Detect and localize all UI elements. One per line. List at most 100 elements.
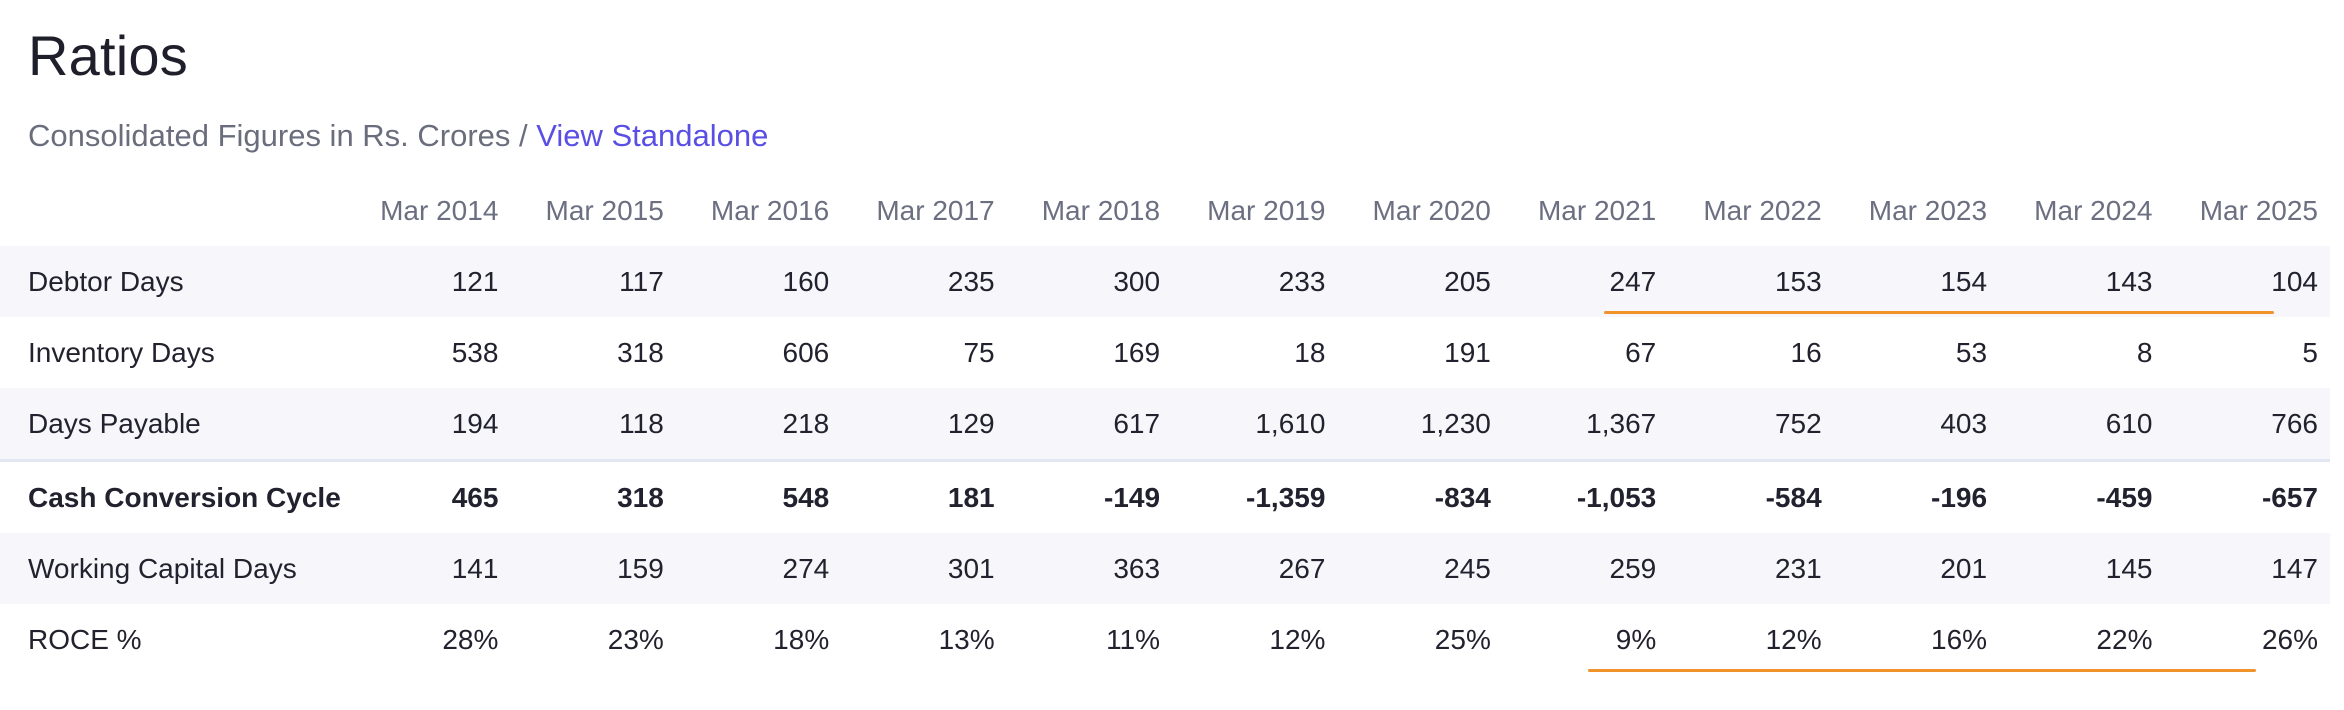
table-cell: 75 [963, 336, 995, 368]
row-label: Working Capital Days [0, 533, 345, 604]
column-header[interactable]: Mar 2015 [545, 195, 664, 226]
table-cell: 67 [1625, 336, 1657, 368]
table-cell: 766 [2164, 388, 2330, 461]
table-row-roce[interactable]: ROCE % 28% 23% 18% 13% 11% 12% 25% 9% 12… [0, 604, 2330, 675]
table-cell: 205 [1337, 246, 1503, 317]
table-cell: 465 [345, 459, 511, 533]
table-cell: 1,367 [1502, 388, 1669, 461]
table-cell: 8 [2136, 336, 2153, 368]
table-cell: 118 [510, 388, 676, 461]
column-header[interactable]: Mar 2016 [710, 195, 830, 226]
page-title: Ratios [28, 24, 188, 87]
table-row-cash-conversion-cycle[interactable]: Cash Conversion Cycle 465 318 548 181 -1… [0, 459, 2330, 533]
table-cell: 169 [1113, 336, 1161, 368]
table-cell: 104 [2164, 246, 2330, 317]
table-cell: -196 [1833, 459, 2000, 533]
table-cell: 1,230 [1337, 388, 1503, 461]
table-cell: 145 [1999, 533, 2165, 604]
table-row-inventory-days[interactable]: Inventory Days 538 318 606 75 169 18 191… [0, 317, 2330, 388]
column-header[interactable]: Mar 2019 [1207, 195, 1326, 226]
column-header[interactable]: Mar 2020 [1372, 195, 1491, 226]
table-cell: 752 [1668, 388, 1834, 461]
table-cell: 318 [617, 336, 664, 368]
table-cell: -459 [1999, 459, 2165, 533]
column-header[interactable]: Mar 2017 [876, 195, 995, 226]
table-cell: -657 [2164, 459, 2330, 533]
table-cell: 13% [938, 623, 995, 655]
table-row-debtor-days[interactable]: Debtor Days 121 117 160 235 300 233 205 … [0, 246, 2330, 317]
table-cell: 606 [782, 336, 830, 368]
table-cell: 191 [1444, 336, 1491, 368]
column-header[interactable]: Mar 2014 [380, 195, 499, 226]
table-cell: 267 [1172, 533, 1338, 604]
table-cell: 53 [1955, 336, 1988, 368]
table-cell: 218 [675, 388, 842, 461]
table-cell: 233 [1172, 246, 1338, 317]
table-cell: 12% [1269, 623, 1326, 655]
table-cell: 147 [2164, 533, 2330, 604]
table-cell: 9% [1615, 623, 1657, 655]
table-cell: 16% [1931, 623, 1988, 655]
table-cell: 18 [1294, 336, 1326, 368]
view-standalone-link[interactable]: View Standalone [536, 118, 769, 153]
table-cell: 143 [1999, 246, 2165, 317]
table-cell: 25% [1434, 623, 1491, 655]
table-cell: 617 [1006, 388, 1173, 461]
table-cell: 153 [1668, 246, 1834, 317]
table-cell: 160 [675, 246, 842, 317]
table-cell: 181 [841, 459, 1007, 533]
table-row-working-capital-days[interactable]: Working Capital Days 141 159 274 301 363… [0, 533, 2330, 604]
table-cell: -584 [1668, 459, 1834, 533]
column-header[interactable]: Mar 2022 [1703, 195, 1822, 226]
table-row-days-payable[interactable]: Days Payable 194 118 218 129 617 1,610 1… [0, 388, 2330, 461]
table-cell: 235 [841, 246, 1007, 317]
table-cell: 16 [1790, 336, 1822, 368]
subtitle-text: Consolidated Figures in Rs. Crores / [28, 118, 537, 153]
table-cell: 201 [1833, 533, 2000, 604]
table-cell: 117 [510, 246, 676, 317]
table-header-row: Mar 2014 Mar 2015 Mar 2016 Mar 2017 Mar … [0, 176, 2330, 246]
table-cell: 159 [510, 533, 676, 604]
column-header[interactable]: Mar 2025 [2199, 195, 2318, 226]
column-header[interactable]: Mar 2024 [2034, 195, 2153, 226]
row-label: ROCE % [28, 623, 142, 655]
table-cell: 18% [773, 623, 830, 655]
row-label: Inventory Days [28, 336, 215, 368]
table-cell: 301 [841, 533, 1007, 604]
table-cell: 154 [1833, 246, 2000, 317]
column-header[interactable]: Mar 2018 [1041, 195, 1161, 226]
table-cell: 610 [1999, 388, 2165, 461]
row-label: Debtor Days [0, 246, 345, 317]
table-cell: 5 [2302, 336, 2318, 368]
table-cell: 23% [607, 623, 664, 655]
row-label: Days Payable [0, 388, 345, 461]
table-cell: 26% [2261, 623, 2318, 655]
ratios-table: Mar 2014 Mar 2015 Mar 2016 Mar 2017 Mar … [0, 176, 2330, 675]
table-cell: 1,610 [1172, 388, 1338, 461]
table-cell: 12% [1765, 623, 1822, 655]
column-header[interactable]: Mar 2021 [1537, 195, 1657, 226]
table-cell: 318 [510, 459, 676, 533]
row-label: Cash Conversion Cycle [0, 459, 345, 533]
table-cell: 231 [1668, 533, 1834, 604]
header-blank [0, 176, 345, 246]
table-cell: 363 [1006, 533, 1173, 604]
table-cell: 28% [442, 623, 499, 655]
table-cell: 538 [451, 336, 499, 368]
roce-underline [1588, 669, 2256, 672]
table-cell: 247 [1502, 246, 1669, 317]
column-header[interactable]: Mar 2023 [1868, 195, 1988, 226]
table-cell: -149 [1006, 459, 1173, 533]
table-cell: 300 [1006, 246, 1173, 317]
table-cell: 259 [1502, 533, 1669, 604]
table-cell: 548 [675, 459, 842, 533]
table-cell: 22% [2096, 623, 2153, 655]
table-cell: -1,359 [1172, 459, 1338, 533]
debtor-days-underline [1604, 311, 2274, 314]
table-cell: -834 [1337, 459, 1503, 533]
table-cell: 274 [675, 533, 842, 604]
table-cell: 403 [1833, 388, 2000, 461]
table-cell: 129 [841, 388, 1007, 461]
table-cell: 141 [345, 533, 511, 604]
